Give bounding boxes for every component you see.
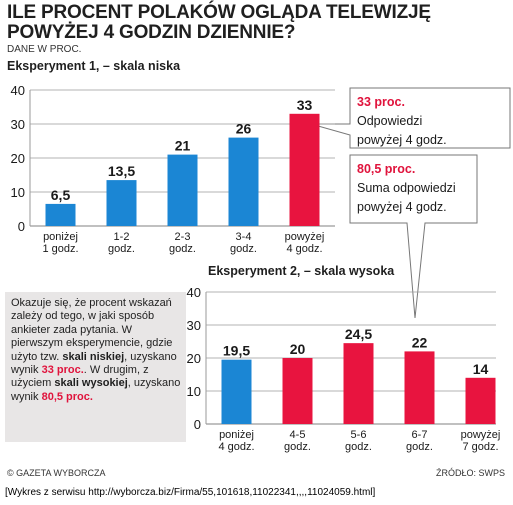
exp2-bar	[405, 351, 435, 424]
explanation-note: Okazuje się, że procent wskazań zależy o…	[5, 292, 186, 442]
callout-33: 33 proc. Odpowiedzi powyżej 4 godz.	[357, 93, 447, 150]
note-bold-1: skali niskiej	[62, 351, 124, 363]
callout-33-line2: powyżej 4 godz.	[357, 133, 447, 147]
exp2-category-label: godz.	[406, 441, 433, 453]
callout-80-5: 80,5 proc. Suma odpowiedzi powyżej 4 god…	[357, 160, 456, 217]
experiment-2-title: Eksperyment 2, – skala wysoka	[208, 264, 394, 278]
callout-33-highlight: 33 proc.	[357, 93, 447, 112]
exp2-value-label: 22	[412, 334, 428, 350]
exp2-y-tick-label: 10	[187, 384, 201, 399]
note-red-1: 33 proc.	[42, 364, 84, 376]
exp2-y-tick-label: 40	[187, 285, 201, 300]
exp2-category-label: 4-5	[290, 429, 306, 441]
exp2-y-tick-label: 0	[194, 417, 201, 432]
exp2-category-label: poniżej	[219, 429, 254, 441]
exp2-category-label: 4 godz.	[218, 441, 254, 453]
exp2-bar	[344, 343, 374, 424]
exp2-bar	[222, 360, 252, 424]
exp2-bar	[466, 378, 496, 424]
exp2-category-label: godz.	[284, 441, 311, 453]
exp2-value-label: 19,5	[223, 343, 250, 359]
callout-80-5-line2: powyżej 4 godz.	[357, 200, 447, 214]
exp2-value-label: 20	[290, 341, 306, 357]
note-bold-2: skali wysokiej	[54, 377, 127, 389]
footer-copyright: © GAZETA WYBORCZA	[7, 468, 105, 478]
note-red-2: 80,5 proc.	[42, 391, 93, 403]
exp2-category-label: 6-7	[412, 429, 428, 441]
exp2-category-label: 7 godz.	[462, 441, 498, 453]
exp2-category-label: powyżej	[461, 429, 501, 441]
exp2-category-label: 5-6	[351, 429, 367, 441]
exp2-bar	[283, 358, 313, 424]
callout-33-line1: Odpowiedzi	[357, 114, 422, 128]
exp2-value-label: 24,5	[345, 326, 372, 342]
exp2-value-label: 14	[473, 361, 489, 377]
footer-source-label: ŹRÓDŁO: SWPS	[436, 468, 505, 478]
source-caption: [Wykres z serwisu http://wyborcza.biz/Fi…	[5, 487, 375, 498]
callout-80-5-line1: Suma odpowiedzi	[357, 181, 456, 195]
callout-80-5-highlight: 80,5 proc.	[357, 160, 456, 179]
exp2-y-tick-label: 30	[187, 318, 201, 333]
exp2-y-tick-label: 20	[187, 351, 201, 366]
exp2-category-label: godz.	[345, 441, 372, 453]
